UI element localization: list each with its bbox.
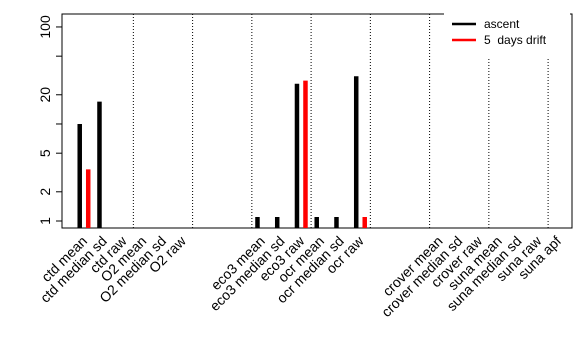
y-tick-label: 20 (37, 87, 53, 103)
y-tick-label: 2 (37, 188, 53, 196)
legend-label: ascent (484, 17, 520, 31)
y-tick-label: 100 (37, 15, 53, 39)
y-tick-label: 1 (37, 217, 53, 225)
y-tick-label: 5 (37, 149, 53, 157)
legend-label: 5 days drift (484, 33, 547, 47)
legend-box (444, 12, 570, 58)
